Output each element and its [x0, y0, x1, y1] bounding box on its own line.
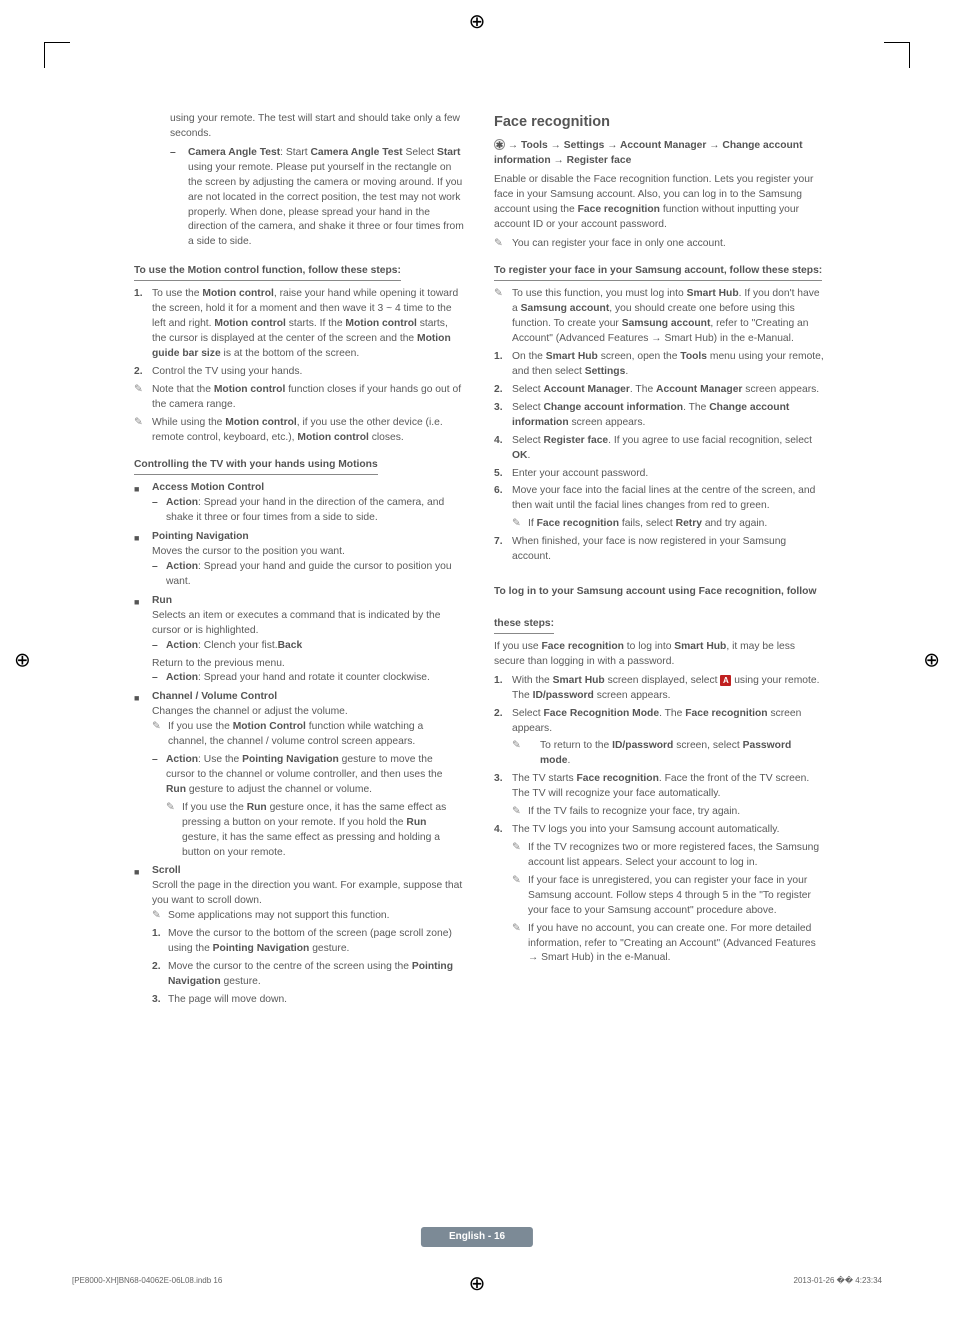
crop-mark-tl: [44, 42, 70, 68]
action-item: Action: Spread your hand in the directio…: [152, 496, 464, 526]
subhead-register-face: To register your face in your Samsung ac…: [494, 264, 822, 281]
login-step-4: 4.The TV logs you into your Samsung acco…: [494, 823, 824, 966]
login-intro: If you use Face recognition to log into …: [494, 640, 824, 670]
right-column: Face recognition ✱ → Tools → Settings → …: [494, 112, 824, 1012]
nav-path: ✱ → Tools → Settings → Account Manager →…: [494, 139, 824, 169]
action-item: Action: Spread your hand and guide the c…: [152, 560, 464, 590]
page-content: using your remote. The test will start a…: [134, 112, 824, 1012]
note-retry: If Face recognition fails, select Retry …: [512, 517, 824, 532]
footer-filename: [PE8000-XH]BN68-04062E-06L08.indb 16: [72, 1275, 222, 1287]
sq-access-motion: Access Motion Control Action: Spread you…: [134, 481, 464, 526]
sq-run: Run Selects an item or executes a comman…: [134, 594, 464, 687]
action-pointing-run: Action: Use the Pointing Navigation gest…: [152, 753, 464, 860]
login-step-1: 1.With the Smart Hub screen displayed, s…: [494, 674, 824, 704]
note-try-again: If the TV fails to recognize your face, …: [512, 805, 824, 820]
registration-mark-top: ⊕: [469, 8, 486, 37]
note-password-mode: To return to the ID/password screen, sel…: [512, 739, 824, 769]
subhead-controlling-motions: Controlling the TV with your hands using…: [134, 458, 378, 475]
left-column: using your remote. The test will start a…: [134, 112, 464, 1012]
note-no-account: If you have no account, you can create o…: [512, 922, 824, 967]
registration-mark-bottom: ⊕: [469, 1270, 486, 1299]
note-smart-hub-login: To use this function, you must log into …: [494, 287, 824, 347]
login-step-3: 3.The TV starts Face recognition. Face t…: [494, 772, 824, 820]
continuation-text: using your remote. The test will start a…: [170, 112, 464, 142]
continuation-block: using your remote. The test will start a…: [134, 112, 464, 250]
note-one-account: You can register your face in only one a…: [494, 237, 824, 252]
smart-hub-icon: ✱: [494, 139, 505, 150]
a-button-icon: A: [720, 675, 731, 686]
scroll-step-1: 1.Move the cursor to the bottom of the s…: [152, 927, 464, 957]
camera-angle-test-item: Camera Angle Test: Start Camera Angle Te…: [170, 146, 464, 250]
step-2: 2.Control the TV using your hands.: [134, 365, 464, 380]
note-watching-channel: If you use the Motion Control function w…: [152, 720, 464, 750]
subhead-login-face: To log in to your Samsung account using …: [494, 575, 824, 640]
sq-scroll: Scroll Scroll the page in the direction …: [134, 864, 464, 1007]
reg-step-6: 6.Move your face into the facial lines a…: [494, 484, 824, 532]
subhead-motion-steps: To use the Motion control function, foll…: [134, 264, 401, 281]
crop-mark-tr: [884, 42, 910, 68]
reg-step-5: 5.Enter your account password.: [494, 467, 824, 482]
note-multi-faces: If the TV recognizes two or more registe…: [512, 841, 824, 871]
face-recognition-title: Face recognition: [494, 112, 824, 133]
reg-step-1: 1.On the Smart Hub screen, open the Tool…: [494, 350, 824, 380]
label: Camera Angle Test: [188, 147, 280, 158]
note-not-supported: Some applications may not support this f…: [152, 909, 464, 924]
sq-channel-volume: Channel / Volume Control Changes the cha…: [134, 690, 464, 860]
registration-mark-right: ⊕: [923, 646, 940, 675]
note-run-gesture: If you use the Run gesture once, it has …: [166, 801, 464, 861]
action-rotate: Action: Spread your hand and rotate it c…: [152, 671, 464, 686]
reg-step-2: 2.Select Account Manager. The Account Ma…: [494, 383, 824, 398]
step-1: 1. To use the Motion control, raise your…: [134, 287, 464, 362]
login-step-2: 2.Select Face Recognition Mode. The Face…: [494, 707, 824, 770]
reg-step-7: 7.When finished, your face is now regist…: [494, 535, 824, 565]
footer-timestamp: 2013-01-26 �� 4:23:34: [794, 1275, 882, 1287]
reg-step-3: 3.Select Change account information. The…: [494, 401, 824, 431]
face-intro: Enable or disable the Face recognition f…: [494, 173, 824, 233]
registration-mark-left: ⊕: [14, 646, 31, 675]
note-out-of-range: Note that the Motion control function cl…: [134, 383, 464, 413]
note-other-device: While using the Motion control, if you u…: [134, 416, 464, 446]
scroll-step-2: 2.Move the cursor to the centre of the s…: [152, 960, 464, 990]
page-number-badge: English - 16: [421, 1227, 533, 1248]
sq-pointing-nav: Pointing Navigation Moves the cursor to …: [134, 530, 464, 590]
note-unregistered: If your face is unregistered, you can re…: [512, 874, 824, 919]
reg-step-4: 4.Select Register face. If you agree to …: [494, 434, 824, 464]
scroll-step-3: 3.The page will move down.: [152, 993, 464, 1008]
action-clench: Action: Clench your fist.Back: [152, 639, 464, 654]
